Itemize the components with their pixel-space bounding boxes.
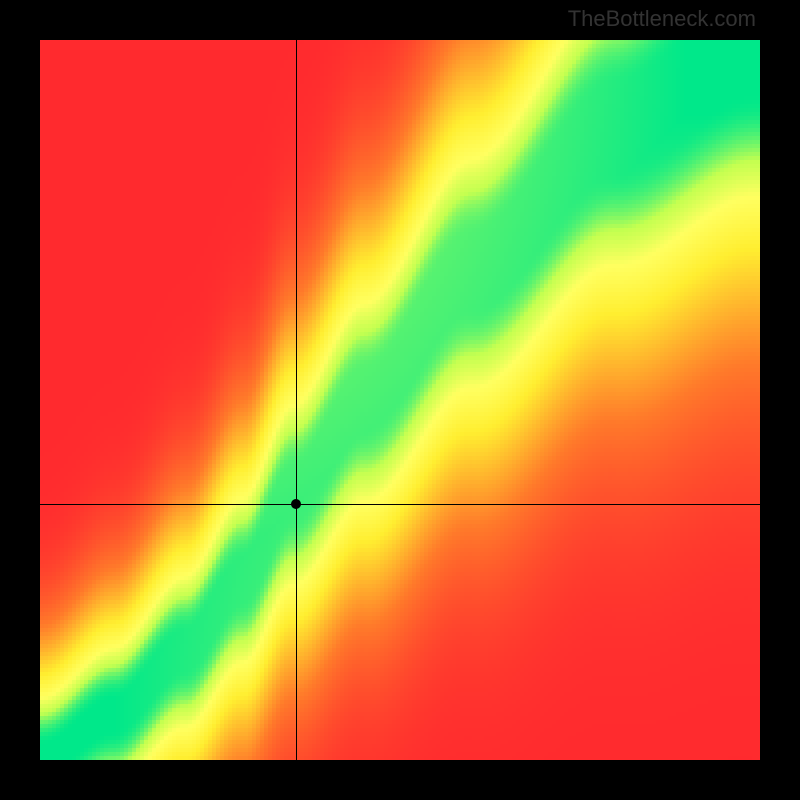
crosshair-vertical [296,40,297,760]
bottleneck-heatmap [40,40,760,760]
watermark-text: TheBottleneck.com [568,6,756,32]
heatmap-canvas [40,40,760,760]
crosshair-marker [291,499,301,509]
crosshair-horizontal [40,504,760,505]
